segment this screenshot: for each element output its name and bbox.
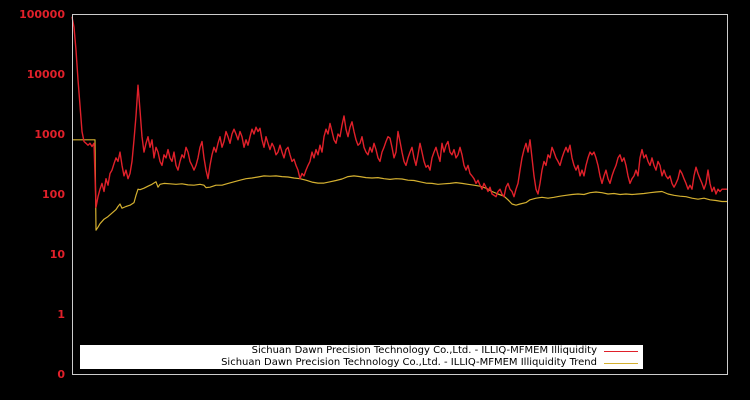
y-tick-label: 1000 bbox=[34, 128, 65, 141]
y-tick-label: 10 bbox=[50, 248, 66, 261]
legend-item-illiquidity-trend: Sichuan Dawn Precision Technology Co.,Lt… bbox=[221, 357, 643, 369]
series-layer bbox=[71, 16, 727, 231]
legend-swatch-gold-line-icon bbox=[604, 362, 638, 364]
y-tick-label: 100 bbox=[42, 188, 65, 201]
legend-swatch-red-line-icon bbox=[604, 350, 638, 352]
y-tick-label: 100000 bbox=[19, 8, 65, 21]
legend-label: Sichuan Dawn Precision Technology Co.,Lt… bbox=[251, 345, 597, 356]
series-illiquidity-trend-line bbox=[72, 139, 727, 231]
legend-label: Sichuan Dawn Precision Technology Co.,Lt… bbox=[221, 357, 597, 368]
y-tick-label: 10000 bbox=[27, 68, 66, 81]
y-tick-label: 1 bbox=[57, 308, 65, 321]
legend-item-illiquidity: Sichuan Dawn Precision Technology Co.,Lt… bbox=[252, 345, 643, 357]
series-illiquidity-line bbox=[71, 16, 727, 209]
chart-legend: Sichuan Dawn Precision Technology Co.,Lt… bbox=[80, 345, 643, 369]
y-tick-label: 0 bbox=[57, 368, 65, 381]
plot-frame bbox=[72, 14, 728, 375]
